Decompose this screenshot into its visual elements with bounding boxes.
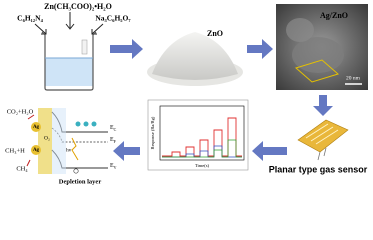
- scale-bar: 20 nm: [346, 75, 361, 81]
- plot-x-label: Time(s): [195, 163, 210, 168]
- response-plot: [147, 99, 249, 171]
- mech-text: EC: [110, 125, 117, 132]
- tem-image: [276, 4, 368, 90]
- reagent: Zn(CH₃COO)₂•H₂O: [44, 2, 112, 11]
- reagent-arrows: [34, 12, 104, 35]
- zno-powder: [147, 32, 243, 86]
- mech-text: CH₄: [16, 165, 28, 172]
- mech-text: Ag: [33, 125, 40, 130]
- zno-label: ZnO: [207, 29, 223, 38]
- mech-text: E: [110, 163, 114, 169]
- mech-text: F: [114, 139, 117, 144]
- sensor-label: Planar type gas sensor: [269, 164, 368, 174]
- mech-text: E: [110, 125, 114, 131]
- agzno-label: Ag/ZnO: [320, 11, 348, 20]
- mech-text: C: [114, 127, 117, 132]
- mech-text: O₂: [44, 135, 50, 141]
- arrow: [247, 39, 273, 59]
- arrow: [110, 39, 143, 59]
- reagent: C₆H₁₂N₄: [17, 14, 43, 23]
- mech-text: CH₃+H: [5, 147, 25, 154]
- graphical-abstract: Zn(CH₃COO)₂•H₂O C₆H₁₂N₄ Na₃C₆H₅O₇ ZnO Ag…: [5, 2, 368, 185]
- mech-text: EF: [110, 137, 117, 144]
- arrow: [313, 95, 333, 116]
- sensor-chip: [297, 119, 349, 161]
- band-diagram: [26, 108, 108, 174]
- mech-text: V: [114, 165, 117, 170]
- beaker: [41, 31, 97, 91]
- arrow: [113, 141, 140, 161]
- mech-text: Ag: [33, 148, 40, 153]
- mech-text: E: [110, 137, 114, 143]
- mech-text: EV: [110, 163, 117, 170]
- reagent: Na₃C₆H₅O₇: [95, 14, 131, 23]
- plot-y-label: Response (Ra/Rg): [150, 116, 155, 149]
- mech-text: hν: [66, 147, 72, 153]
- mech-text: CO₂+H₂O: [7, 108, 34, 115]
- mech-text: Depletion layer: [59, 178, 102, 185]
- arrow: [252, 141, 287, 161]
